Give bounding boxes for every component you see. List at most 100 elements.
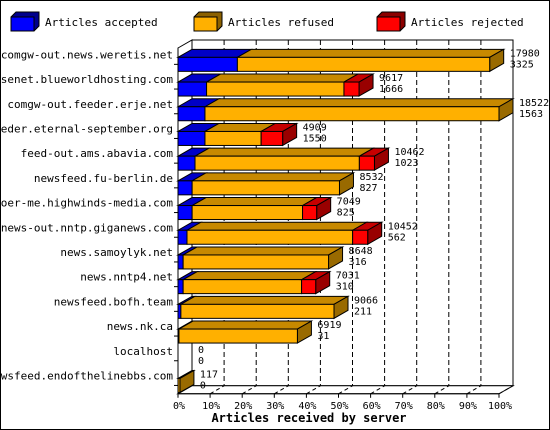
x-tick-label: 0%	[173, 401, 185, 412]
value-label-total: 10452	[388, 221, 418, 232]
category-label-news-nntp4-net: news.nntp4.net	[80, 271, 173, 284]
bar-articles-refused-voer-me-highwinds-media-com-top	[190, 197, 319, 207]
bar-articles-accepted-news-out-nntp-giganews-com	[177, 229, 188, 245]
x-tick-label: 50%	[330, 401, 348, 412]
x-tick-label: 100%	[488, 401, 512, 412]
value-label-accepted: 1666	[379, 84, 403, 95]
category-label-voer-me-highwinds-media-com: voer-me.highwinds-media.com	[1, 197, 173, 210]
value-label-accepted: 31	[317, 331, 329, 342]
bar-articles-refused-newsfeed-bofh-team-top	[179, 295, 350, 305]
value-label-accepted: 827	[359, 183, 377, 194]
x-tick-label: 30%	[266, 401, 284, 412]
bar-articles-accepted-comgw-out-news-weretis-net	[177, 56, 238, 72]
bar-articles-refused-comgw-out-news-weretis-net	[236, 56, 491, 72]
category-label-comgw-out-news-weretis-net: comgw-out.news.weretis.net	[1, 48, 173, 61]
bar-articles-refused-newsfeed-fu-berlin-de	[191, 180, 340, 196]
value-label-total: 9617	[379, 73, 403, 84]
category-label-comgw-out-feeder-erje-net: comgw-out.feeder.erje.net	[7, 98, 173, 111]
legend-swatch	[193, 16, 218, 32]
value-label-total: 7049	[337, 197, 361, 208]
value-label-total: 8648	[349, 246, 373, 257]
legend-label-articles-accepted: Articles accepted	[45, 16, 158, 29]
bar-articles-refused-news-nntp4-net	[182, 279, 303, 295]
category-label-newsfeed-fu-berlin-de: newsfeed.fu-berlin.de	[34, 172, 173, 185]
bar-articles-refused-usenet-blueworldhosting-com-top	[204, 73, 360, 83]
x-tick-label: 20%	[234, 401, 252, 412]
value-label-total: 17980	[510, 48, 540, 59]
x-tick-label: 40%	[298, 401, 316, 412]
category-label-newsfeed-bofh-team: newsfeed.bofh.team	[54, 295, 174, 308]
bar-articles-rejected-feed-out-ams-abavia-com	[358, 155, 375, 171]
x-tick-label: 10%	[202, 401, 220, 412]
bar-articles-accepted-newsfeed-fu-berlin-de	[177, 180, 193, 196]
value-label-accepted: 1563	[519, 109, 543, 120]
value-label-accepted: 562	[388, 232, 406, 243]
bar-articles-rejected-usenet-blueworldhosting-com	[343, 81, 360, 97]
category-label-usenet-blueworldhosting-com: usenet.blueworldhosting.com	[1, 73, 173, 86]
bar-articles-refused-news-out-nntp-giganews-com-top	[185, 221, 369, 231]
x-tick-label: 80%	[427, 401, 445, 412]
category-label-news-out-nntp-giganews-com: news-out.nntp.giganews.com	[1, 221, 173, 234]
bar-articles-rejected-news-out-nntp-giganews-com	[352, 229, 369, 245]
legend-label-articles-rejected: Articles rejected	[411, 16, 524, 29]
value-label-total: 9066	[354, 295, 378, 306]
x-tick-label: 60%	[363, 401, 381, 412]
value-label-total: 6919	[317, 320, 341, 331]
value-label-accepted: 1550	[303, 133, 327, 144]
gridline-floor	[338, 385, 353, 395]
x-tick-label: 90%	[459, 401, 477, 412]
bars	[176, 48, 515, 394]
legend: Articles accepted Articles refused Article…	[10, 11, 524, 32]
bar-articles-refused-newsfeed-fu-berlin-de-top	[190, 172, 356, 182]
gridline-floor	[274, 385, 289, 395]
x-tick-label: 70%	[395, 401, 413, 412]
bar-articles-rejected-feeder-eternal-september-org	[260, 130, 284, 146]
gridline-floor	[370, 385, 385, 395]
bar-articles-refused-news-nk-ca	[178, 328, 298, 344]
bar-articles-refused-news-nntp4-net-top	[181, 271, 318, 281]
value-label-total: 0	[198, 345, 204, 356]
bar-articles-accepted-usenet-blueworldhosting-com	[177, 81, 208, 97]
category-label-feed-out-ams-abavia-com: feed-out.ams.abavia.com	[21, 147, 174, 160]
gridline-floor	[402, 385, 417, 395]
category-label-newsfeed-endofthelinebbs-com: newsfeed.endofthelinebbs.com	[1, 369, 173, 382]
legend-label-articles-refused: Articles refused	[228, 16, 334, 29]
value-label-total: 8532	[359, 172, 383, 183]
category-label-feeder-eternal-september-org: feeder.eternal-september.org	[1, 122, 173, 135]
bar-articles-refused-comgw-out-feeder-erje-net	[204, 106, 500, 122]
category-label-news-samoylyk-net: news.samoylyk.net	[60, 246, 173, 259]
bar-articles-refused-news-nk-ca-top	[177, 320, 314, 330]
category-label-localhost: localhost	[113, 345, 173, 358]
category-label-news-nk-ca: news.nk.ca	[107, 320, 173, 333]
value-label-accepted: 0	[200, 380, 206, 391]
bar-articles-refused-news-samoylyk-net	[182, 254, 330, 270]
gridline-floor	[306, 385, 321, 395]
value-label-total: 4909	[303, 122, 327, 133]
legend-swatch	[10, 16, 35, 32]
value-label-accepted: 316	[349, 257, 367, 268]
bar-articles-refused-feed-out-ams-abavia-com	[194, 155, 360, 171]
bar-articles-refused-feed-out-ams-abavia-com-top	[193, 147, 376, 157]
bar-articles-refused-newsfeed-endofthelinebbs-com	[177, 377, 181, 393]
gridline-floor	[209, 385, 225, 395]
legend-swatch	[376, 16, 401, 32]
value-label-total: 7031	[336, 271, 360, 282]
value-label-accepted: 1023	[394, 158, 418, 169]
bar-articles-accepted-voer-me-highwinds-media-com	[177, 205, 193, 221]
value-label-accepted: 310	[336, 282, 354, 293]
bar-articles-accepted-news-nntp4-net	[177, 279, 184, 295]
value-label-total: 117	[200, 369, 218, 380]
x-axis-label: Articles received by server	[211, 411, 406, 425]
bar-articles-rejected-news-nntp4-net	[301, 279, 317, 295]
bar-articles-refused-usenet-blueworldhosting-com	[206, 81, 345, 97]
bar-articles-refused-comgw-out-feeder-erje-net-top	[203, 98, 515, 108]
bar-articles-accepted-feeder-eternal-september-org	[177, 130, 206, 146]
bar-articles-accepted-news-samoylyk-net	[177, 254, 184, 270]
gridline-floor	[466, 385, 482, 395]
bar-articles-refused-voer-me-highwinds-media-com	[191, 205, 304, 221]
gridline-floor	[241, 385, 257, 395]
value-label-accepted: 211	[354, 306, 372, 317]
